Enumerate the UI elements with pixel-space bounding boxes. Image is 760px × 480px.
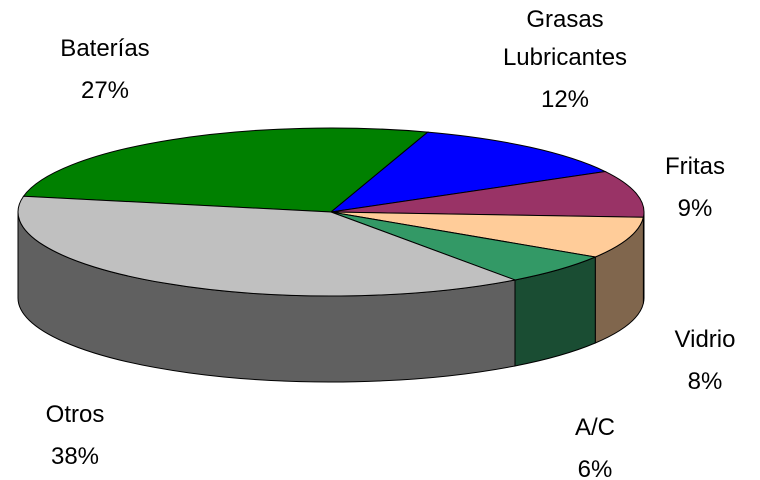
value-label: 6% xyxy=(577,456,613,480)
value-label: 12% xyxy=(540,86,590,113)
value-label: 38% xyxy=(50,443,100,470)
category-label: Vidrio xyxy=(674,326,736,353)
slice xyxy=(17,195,517,297)
value-label: 27% xyxy=(80,77,130,104)
category-label: A/C xyxy=(574,414,616,441)
category-label: Otros xyxy=(45,401,105,428)
value-label: 8% xyxy=(687,368,723,395)
slice xyxy=(22,127,429,213)
value-label: 9% xyxy=(677,195,713,222)
slice xyxy=(329,131,607,213)
category-label: Baterías xyxy=(60,35,150,62)
slice xyxy=(330,211,645,258)
slice xyxy=(330,171,645,218)
category-label: Fritas xyxy=(665,153,725,180)
category-label: Grasas Lubricantes xyxy=(502,6,628,71)
slice xyxy=(330,211,598,281)
